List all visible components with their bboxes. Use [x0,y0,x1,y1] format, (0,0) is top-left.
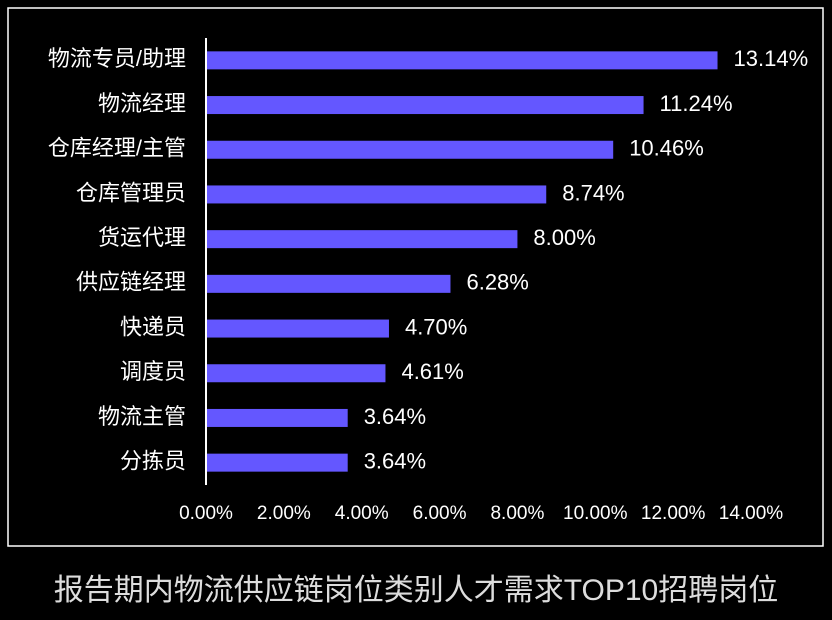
category-label: 调度员 [120,359,186,384]
x-tick-label: 6.00% [413,503,467,524]
bar [206,274,451,293]
value-label: 3.64% [364,448,426,473]
chart-frame [7,7,824,547]
x-tick-label: 0.00% [179,503,233,524]
x-tick-label: 14.00% [719,503,784,524]
bar [206,51,718,70]
x-tick-label: 10.00% [563,503,628,524]
x-tick-label: 12.00% [641,503,706,524]
bar [206,453,348,472]
value-label: 4.61% [401,359,463,384]
value-label: 11.24% [660,91,733,116]
bar [206,140,614,159]
value-label: 3.64% [364,404,426,429]
bar [206,185,547,204]
category-label: 仓库经理/主管 [48,136,186,161]
x-tick-label: 8.00% [490,503,544,524]
category-label: 物流专员/助理 [48,46,186,71]
value-label: 8.00% [533,225,595,250]
category-label: 快递员 [120,314,186,339]
category-label: 物流经理 [98,91,186,116]
value-label: 6.28% [466,270,528,295]
category-label: 仓库管理员 [76,180,186,205]
bar [206,96,644,115]
bar [206,408,348,427]
bar [206,230,518,249]
bar [206,319,389,338]
value-label: 13.14% [734,46,809,71]
x-tick-label: 2.00% [257,503,311,524]
category-label: 货运代理 [98,225,186,250]
value-label: 4.70% [405,314,467,339]
x-tick-label: 4.00% [335,503,389,524]
category-label: 物流主管 [98,404,186,429]
category-label: 分拣员 [120,448,186,473]
bar [206,364,386,383]
category-label: 供应链经理 [76,270,186,295]
chart-caption: 报告期内物流供应链岗位类别人才需求TOP10招聘岗位 [54,574,779,607]
value-label: 10.46% [629,136,704,161]
value-label: 8.74% [562,180,624,205]
